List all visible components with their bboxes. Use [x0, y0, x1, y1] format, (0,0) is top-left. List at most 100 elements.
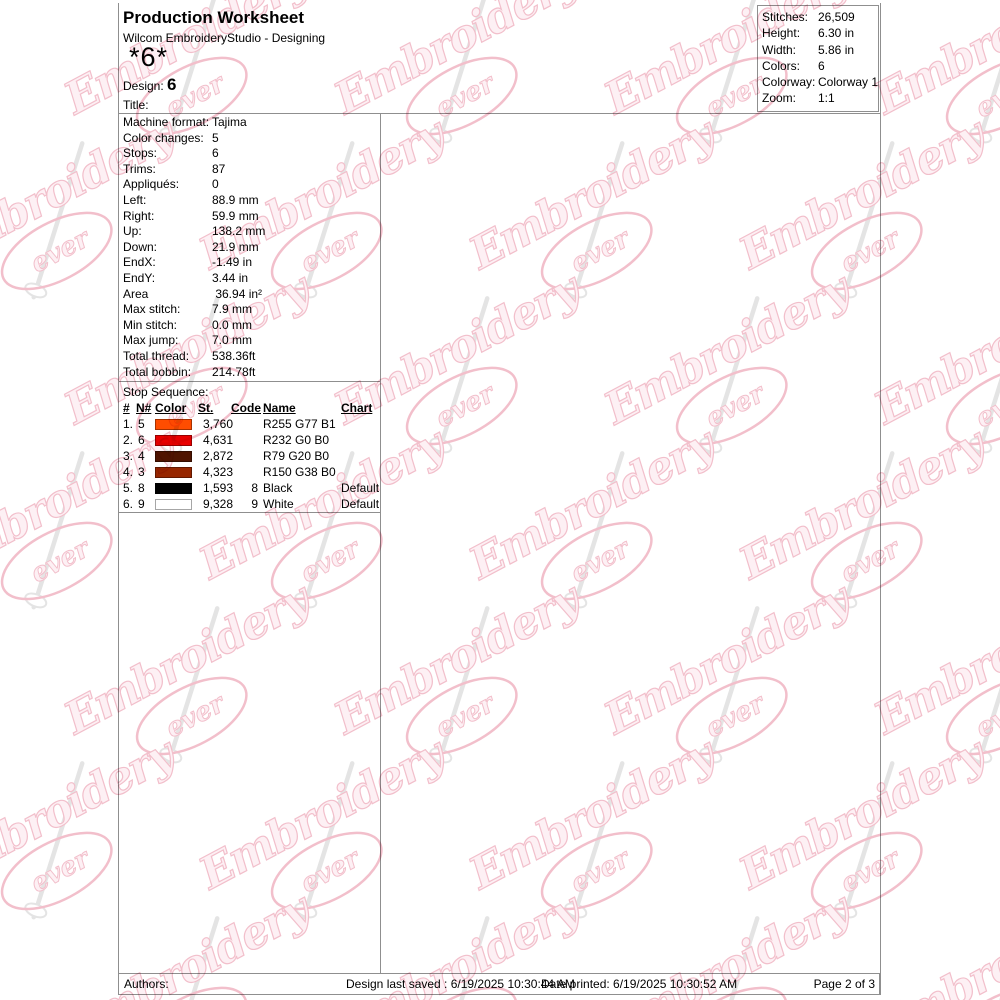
stop-cell-code: 8: [251, 481, 258, 495]
kv-label: Stops:: [123, 146, 212, 162]
kv-row: Zoom: 1:1: [762, 90, 878, 106]
watermark-instance: [322, 567, 621, 802]
col-header-needle: N#: [136, 401, 152, 415]
watermark-instance: [862, 567, 1000, 802]
column-divider: [380, 113, 381, 973]
kv-value: -1.49 in: [212, 255, 252, 271]
kv-value: 214.78ft: [212, 364, 256, 379]
kv-label: Width:: [762, 42, 797, 57]
kv-row: Colorway: Colorway 1: [762, 74, 878, 90]
thread-color-swatch: [155, 467, 192, 478]
kv-value: 26,509: [818, 10, 855, 24]
stop-sequence-header: # N# Color St. Code Name Chart: [118, 401, 380, 417]
thread-color-swatch: [155, 435, 192, 446]
col-header-name: Name: [263, 401, 296, 415]
stop-cell-num: 5.: [123, 481, 133, 495]
watermark-instance: [0, 722, 216, 957]
kv-value: 5.86 in: [818, 42, 855, 57]
summary-box: Stitches:26,509Height:6.30 in Width: 5.86 …: [757, 5, 879, 112]
stop-cell-st: 3,760: [202, 417, 233, 431]
page-footer: Authors: Design last saved : 6/19/2025 1…: [118, 973, 880, 995]
watermark-instance: [727, 102, 1000, 337]
stop-cell-st: 4,631: [202, 433, 233, 447]
kv-value: Tajima: [212, 115, 247, 129]
stop-cell-chart: Default: [341, 497, 379, 511]
kv-row: Machine format: Tajima: [123, 115, 375, 131]
kv-label: EndY:: [123, 270, 156, 285]
stop-cell-n: 4: [138, 449, 145, 463]
watermark-instance: [592, 567, 891, 802]
stop-cell-st: 9,328: [202, 497, 233, 511]
kv-label: Color changes:: [123, 131, 212, 147]
kv-row: Up: 138.2 mm: [123, 224, 375, 240]
watermark-instance: [862, 0, 1000, 182]
stop-cell-name: Black: [263, 481, 293, 495]
kv-row: Stitches:26,509: [762, 9, 878, 25]
col-header-num: #: [123, 401, 130, 415]
kv-value: 0: [212, 177, 219, 192]
col-header-stitches: St.: [198, 401, 213, 415]
design-number: 6: [167, 75, 177, 94]
title-label: Title:: [123, 98, 149, 112]
stop-cell-n: 6: [138, 433, 145, 447]
watermark-instance: [457, 0, 756, 27]
kv-label: Height:: [762, 25, 818, 41]
watermark-instance: [592, 257, 891, 492]
stop-cell-st: 1,593: [202, 481, 233, 495]
stop-sequence-row: 5. 8 1,593 8 Black Default: [118, 481, 380, 497]
details-panel: Machine format:TajimaColor changes:5Stop…: [123, 115, 375, 380]
kv-row: Left: 88.9 mm: [123, 193, 375, 209]
kv-value: 6.30 in: [818, 26, 855, 41]
stop-cell-name: R79 G20 B0: [263, 449, 330, 463]
kv-row: Min stitch: 0.0 mm: [123, 318, 375, 334]
kv-value: 6: [212, 146, 219, 161]
stop-sequence-row: 3. 4 2,872 R79 G20 B0: [118, 449, 380, 465]
watermark-instance: [457, 102, 756, 337]
stop-cell-name: R255 G77 B1: [263, 417, 336, 431]
kv-value: 3.44 in: [212, 270, 249, 285]
kv-value: 538.36ft: [212, 348, 256, 363]
kv-label: Right:: [123, 208, 155, 223]
stop-cell-name: White: [263, 497, 294, 511]
kv-label: Total bobbin:: [123, 365, 212, 381]
header-divider: [118, 113, 880, 114]
kv-value: 7.9 mm: [212, 302, 252, 318]
stop-cell-num: 1.: [123, 417, 134, 431]
stop-sequence-table: 1. 5 3,760 R255 G77 B1 2. 6 4,631 R232 G0 B0 3. 4…: [118, 417, 380, 513]
watermark-instance: [727, 412, 1000, 647]
stop-sequence-top-border: [118, 381, 380, 382]
kv-label: Zoom:: [762, 91, 797, 106]
kv-label: Down:: [123, 239, 158, 254]
design-name: *6*: [129, 42, 168, 73]
kv-label: Min stitch:: [123, 317, 178, 332]
kv-row: Color changes:5: [123, 131, 375, 147]
kv-label: Up:: [123, 224, 142, 239]
stop-cell-num: 3.: [123, 449, 133, 463]
watermark-instance: [187, 722, 486, 957]
kv-label: EndX:: [123, 255, 156, 270]
kv-label: Max jump:: [123, 333, 212, 349]
kv-value: 87: [212, 161, 226, 176]
stop-sequence-row: 6. 9 9,328 9 White Default: [118, 497, 380, 513]
design-label: Design:: [123, 79, 164, 93]
kv-label: Colorway:: [762, 75, 816, 90]
kv-row: Trims:87: [123, 162, 375, 178]
kv-value: 7.0 mm: [212, 333, 252, 349]
stop-cell-n: 9: [138, 497, 145, 511]
thread-color-swatch: [155, 483, 192, 494]
stop-cell-n: 3: [138, 465, 145, 479]
kv-row: Right: 59.9 mm: [123, 209, 375, 225]
kv-value: 0.0 mm: [212, 318, 252, 334]
stop-cell-code: 9: [251, 497, 258, 511]
stop-cell-num: 4.: [123, 465, 133, 479]
kv-label: Machine format:: [123, 115, 210, 129]
kv-row: Width: 5.86 in: [762, 42, 878, 58]
kv-value: 36.94 in²: [212, 287, 262, 303]
kv-value: 5: [212, 130, 219, 145]
stop-sequence-row: 2. 6 4,631 R232 G0 B0: [118, 433, 380, 449]
watermark-instance: [862, 257, 1000, 492]
col-header-chart: Chart: [341, 401, 372, 415]
stop-cell-name: R232 G0 B0: [263, 433, 330, 447]
kv-value: 6: [818, 58, 825, 73]
